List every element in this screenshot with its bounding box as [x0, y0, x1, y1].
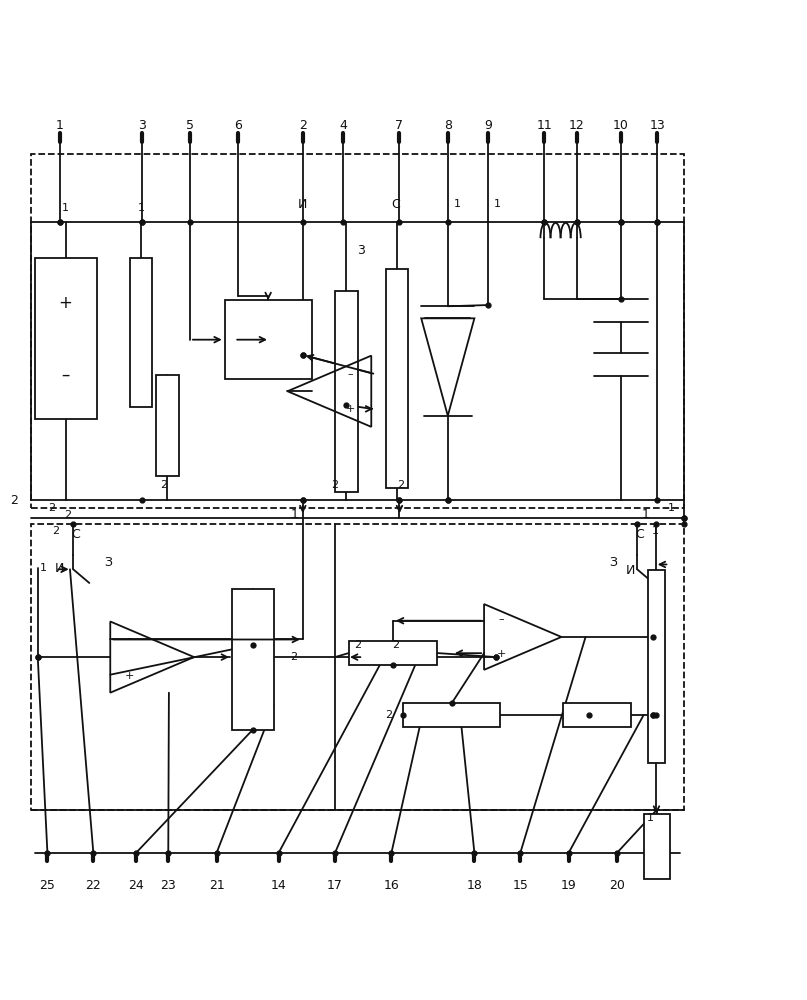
- Text: 2: 2: [10, 493, 18, 506]
- Bar: [130, 258, 153, 407]
- Bar: [31, 154, 684, 508]
- Bar: [31, 524, 684, 810]
- Text: 1: 1: [291, 508, 299, 521]
- Text: 1: 1: [642, 508, 649, 521]
- Text: –: –: [348, 369, 353, 379]
- Text: 1: 1: [668, 503, 675, 513]
- Bar: [643, 814, 670, 879]
- Text: 25: 25: [40, 879, 56, 892]
- Text: 5: 5: [186, 119, 194, 132]
- Text: 2: 2: [386, 710, 392, 720]
- Text: 1: 1: [62, 203, 69, 213]
- Text: 2: 2: [299, 119, 307, 132]
- Text: 1: 1: [646, 813, 654, 823]
- Bar: [232, 589, 274, 730]
- Text: З: З: [104, 556, 112, 569]
- Text: 2: 2: [392, 640, 399, 650]
- Text: 13: 13: [650, 119, 665, 132]
- Bar: [349, 641, 437, 665]
- Text: 2: 2: [398, 480, 404, 490]
- Text: 2: 2: [160, 480, 167, 490]
- Text: +: +: [124, 671, 134, 681]
- Text: –: –: [127, 633, 132, 643]
- Bar: [224, 300, 312, 379]
- Text: 9: 9: [484, 119, 492, 132]
- Bar: [35, 258, 97, 419]
- Text: +: +: [345, 404, 355, 414]
- Text: 16: 16: [383, 879, 399, 892]
- Text: 7: 7: [395, 119, 404, 132]
- Text: 2: 2: [291, 652, 298, 662]
- Text: 3: 3: [357, 244, 365, 257]
- Text: +: +: [59, 294, 73, 312]
- Text: 10: 10: [613, 119, 629, 132]
- Text: 6: 6: [234, 119, 242, 132]
- Text: 2: 2: [354, 640, 362, 650]
- Text: 2: 2: [332, 480, 339, 490]
- Text: 3: 3: [138, 119, 145, 132]
- Text: С: С: [71, 528, 80, 541]
- Text: З: З: [609, 556, 617, 569]
- Text: –: –: [61, 365, 69, 383]
- Text: 19: 19: [561, 879, 576, 892]
- Text: 1: 1: [137, 203, 144, 213]
- Text: 2: 2: [52, 526, 59, 536]
- Text: 1: 1: [56, 119, 64, 132]
- Text: 1: 1: [40, 563, 47, 573]
- Text: –: –: [499, 615, 504, 625]
- Bar: [157, 375, 178, 476]
- Text: 2: 2: [64, 510, 71, 520]
- Text: 22: 22: [86, 879, 101, 892]
- Bar: [335, 291, 358, 492]
- Text: И: И: [626, 564, 635, 577]
- Text: 14: 14: [271, 879, 286, 892]
- Text: И: И: [298, 198, 307, 211]
- Text: С: С: [391, 198, 399, 211]
- Bar: [563, 703, 632, 727]
- Text: 8: 8: [444, 119, 452, 132]
- Text: 18: 18: [466, 879, 483, 892]
- Text: 1: 1: [494, 199, 501, 209]
- Text: 24: 24: [128, 879, 144, 892]
- Text: 2: 2: [48, 503, 55, 513]
- Text: 12: 12: [569, 119, 584, 132]
- Text: 23: 23: [161, 879, 176, 892]
- Text: 1: 1: [652, 526, 659, 536]
- Bar: [386, 269, 408, 488]
- Text: +: +: [497, 649, 506, 659]
- Bar: [647, 570, 665, 763]
- Bar: [404, 703, 500, 727]
- Text: 21: 21: [209, 879, 224, 892]
- Text: 15: 15: [512, 879, 529, 892]
- Text: И: И: [55, 562, 65, 575]
- Text: 20: 20: [609, 879, 625, 892]
- Text: 11: 11: [537, 119, 552, 132]
- Text: 17: 17: [327, 879, 343, 892]
- Text: 1: 1: [454, 199, 461, 209]
- Text: С: С: [635, 528, 644, 541]
- Text: 4: 4: [339, 119, 347, 132]
